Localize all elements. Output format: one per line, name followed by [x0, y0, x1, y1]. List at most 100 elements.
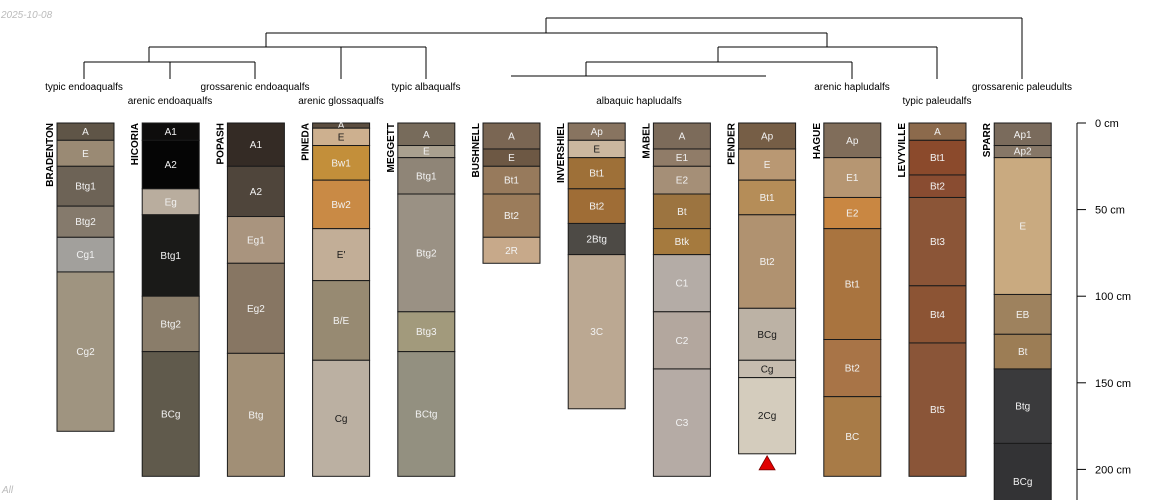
profile-name-hague: HAGUE	[812, 123, 823, 159]
horizon-label-hicoria-eg: Eg	[165, 197, 177, 208]
horizon-hicoria-bcg	[141, 351, 200, 477]
profile-name-popash: POPASH	[215, 123, 226, 165]
profile-pineda: AE Bw1 Bw2 E' B/E Cg PINEDA	[301, 120, 371, 477]
horizon-bushnell-bt2	[482, 193, 541, 238]
horizon-label-bushnell-a: A	[508, 131, 515, 142]
taxonomy-label-grossarenic-paleudults: grossarenic paleudults	[972, 82, 1072, 93]
depth-marker-pender	[758, 455, 776, 471]
horizon-pender-2cg	[738, 377, 797, 455]
taxonomy-label-typic-paleudalfs: typic paleudalfs	[903, 96, 972, 107]
horizon-label-invershiel-3c: 3C	[590, 327, 603, 338]
horizon-levyville-bt4	[908, 285, 967, 344]
horizon-mabel-c1	[652, 254, 711, 313]
horizon-pineda-cg	[312, 359, 371, 477]
horizon-label-pender-bt2: Bt2	[760, 257, 775, 268]
horizon-label-bradenton-cg2: Cg2	[76, 347, 95, 358]
horizon-bradenton-btg2	[56, 205, 115, 238]
horizon-label-sparr-e: E	[1019, 222, 1026, 233]
horizon-label-pineda-e: E	[338, 132, 345, 143]
horizon-hague-bt1	[823, 228, 882, 340]
horizon-bradenton-cg1	[56, 236, 115, 273]
dendrogram	[83, 17, 1023, 79]
horizon-label-bradenton-btg1: Btg1	[75, 182, 96, 193]
horizon-pineda-bw2	[312, 179, 371, 230]
horizon-hicoria-a2	[141, 139, 200, 190]
horizon-pender-bt1	[738, 179, 797, 216]
profile-name-pender: PENDER	[727, 122, 738, 164]
horizon-bushnell-bt1	[482, 165, 541, 195]
horizon-label-levyville-bt5: Bt5	[930, 405, 945, 416]
horizon-hicoria-btg1	[141, 214, 200, 297]
horizon-popash-a2	[226, 165, 285, 218]
profile-name-sparr: SPARR	[982, 122, 993, 157]
horizon-bradenton-e	[56, 139, 115, 167]
horizon-label-levyville-bt3: Bt3	[930, 237, 945, 248]
horizon-popash-eg1	[226, 216, 285, 264]
horizon-label-meggett-bctg: BCtg	[415, 409, 437, 420]
horizon-label-sparr-ap1: Ap1	[1014, 130, 1032, 141]
horizon-label-popash-eg1: Eg1	[247, 235, 265, 246]
taxonomy-label-arenic-glossaqualfs: arenic glossaqualfs	[298, 96, 384, 107]
horizon-label-popash-btg: Btg	[248, 410, 263, 421]
horizon-bradenton-cg2	[56, 271, 115, 432]
horizon-invershiel-3c	[567, 254, 626, 410]
profile-hicoria: A1 A2 Eg Btg1 Btg2 BCg HICORIA	[130, 122, 200, 477]
profile-name-meggett: MEGGETT	[386, 123, 397, 172]
horizon-label-hague-e1: E1	[846, 173, 859, 184]
depth-tick-label: 50 cm	[1095, 205, 1125, 217]
profile-mabel: A E1 E2 Bt Btk C1 C2 C3 MABEL	[641, 122, 711, 477]
date-label: 2025-10-08	[0, 10, 53, 21]
horizon-label-mabel-c2: C2	[676, 336, 689, 347]
horizon-hague-bt2	[823, 339, 882, 398]
horizon-label-sparr-bcg: BCg	[1013, 477, 1032, 488]
horizon-label-meggett-btg2: Btg2	[416, 248, 437, 259]
horizon-label-popash-a2: A2	[250, 187, 263, 198]
profile-name-pineda: PINEDA	[301, 123, 312, 161]
profile-meggett: AE Btg1 Btg2 Btg3 BCtg MEGGETT	[386, 122, 456, 477]
horizon-invershiel-bt2	[567, 188, 626, 224]
horizon-mabel-btk	[652, 228, 711, 256]
horizon-label-invershiel-e: E	[593, 144, 600, 155]
horizon-sparr-bcg	[993, 442, 1052, 500]
horizon-pineda-bw1	[312, 145, 371, 181]
taxonomy-label-albaquic-hapludalfs: albaquic hapludalfs	[596, 96, 682, 107]
horizon-levyville-bt3	[908, 196, 967, 287]
depth-tick-label: 150 cm	[1095, 378, 1131, 390]
horizon-label-hague-bt1: Bt1	[845, 280, 860, 291]
horizon-meggett-btg2	[397, 193, 456, 313]
taxonomy-label-typic-albaqualfs: typic albaqualfs	[392, 82, 461, 93]
depth-axis: 0 cm 50 cm 100 cm 150 cm 200 cm	[1076, 118, 1131, 500]
horizon-label-mabel-c1: C1	[676, 279, 689, 290]
horizon-label-hicoria-a1: A1	[165, 127, 178, 138]
horizon-sparr-btg	[993, 368, 1052, 444]
horizon-label-pender-bcg: BCg	[757, 330, 776, 341]
horizon-label-pender-bt1: Bt1	[760, 193, 775, 204]
horizon-label-hicoria-a2: A2	[165, 160, 178, 171]
horizon-levyville-bt1	[908, 139, 967, 176]
horizon-pineda-e	[312, 228, 371, 282]
horizon-label-levyville-bt1: Bt1	[930, 153, 945, 164]
horizon-label-sparr-ap2: Ap2	[1014, 147, 1032, 158]
horizon-label-bradenton-cg1: Cg1	[76, 250, 95, 261]
taxonomy-label-typic-endoaqualfs: typic endoaqualfs	[45, 82, 123, 93]
horizon-label-meggett-e: E	[423, 147, 430, 158]
horizon-label-sparr-eb: EB	[1016, 310, 1030, 321]
profile-sparr: Ap1 Ap2 E EB Bt Btg BCg SPARR	[982, 122, 1052, 500]
horizon-label-mabel-e1: E1	[676, 153, 689, 164]
horizon-label-popash-a1: A1	[250, 140, 263, 151]
horizon-label-pender-2cg: 2Cg	[758, 411, 776, 422]
horizon-label-hague-bc: BC	[845, 432, 859, 443]
horizon-label-invershiel-2btg: 2Btg	[586, 235, 607, 246]
horizon-label-meggett-btg3: Btg3	[416, 327, 437, 338]
horizon-pineda-b-e	[312, 280, 371, 361]
soil-profiles: A E Btg1 Btg2 Cg1 Cg2 BRADENTON A1 A2 Eg Btg1 Btg 2B…	[45, 120, 1052, 500]
horizon-label-pineda-bw2: Bw2	[331, 200, 351, 211]
horizon-meggett-bctg	[397, 351, 456, 477]
horizon-label-hague-bt2: Bt2	[845, 364, 860, 375]
horizon-label-hicoria-btg1: Btg1	[160, 251, 181, 262]
horizon-label-mabel-bt: Bt	[677, 207, 687, 218]
profile-levyville: A Bt1 Bt2 Bt3 Bt4 Bt5 LEVYVILLE	[897, 122, 967, 477]
horizon-label-hicoria-bcg: BCg	[161, 409, 180, 420]
profile-name-bradenton: BRADENTON	[45, 123, 56, 187]
